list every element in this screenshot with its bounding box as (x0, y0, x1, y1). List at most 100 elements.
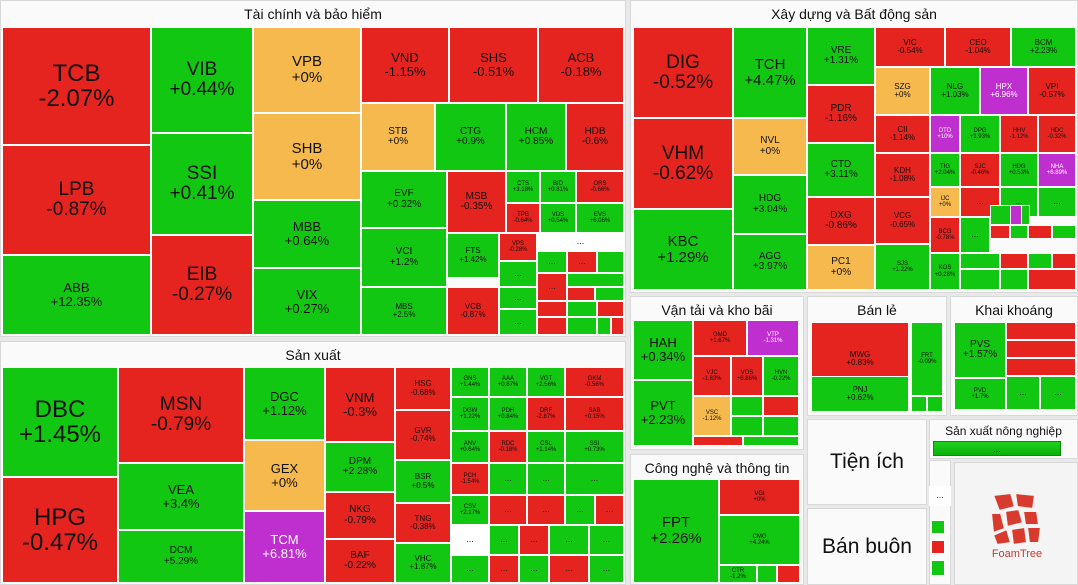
stock-tile-small[interactable]: ... (499, 261, 537, 287)
stock-tile-hhv[interactable]: HHV -1.12% (1000, 115, 1038, 153)
stock-tile-dig[interactable]: DIG -0.52% (633, 27, 733, 118)
stock-tile-hcm[interactable]: HCM +0.85% (506, 103, 566, 171)
stock-tile-pvs[interactable]: PVS +1.57% (954, 322, 1006, 378)
stock-tile-hpg[interactable]: HPG -0.47% (2, 477, 118, 583)
stock-tile-cmg[interactable]: CMG +4.24% (719, 515, 800, 565)
stock-tile-vnd[interactable]: VND -1.15% (361, 27, 449, 103)
stock-tile-vcb[interactable]: VCB -0.87% (447, 287, 499, 335)
stock-tile-tig[interactable]: TIG +2.04% (930, 153, 960, 187)
stock-tile-fts[interactable]: FTS +1.42% (447, 233, 499, 278)
stock-tile-small[interactable]: ... (527, 463, 565, 495)
stock-tile-small[interactable]: ... (537, 251, 567, 273)
stock-tile-vhm[interactable]: VHM -0.62% (633, 118, 733, 209)
stock-tile-small[interactable]: ... (1006, 376, 1040, 410)
stock-tile-small[interactable] (1028, 269, 1076, 290)
stock-tile-vci[interactable]: VCI +1.2% (361, 228, 447, 287)
stock-tile-small[interactable]: ... (565, 495, 595, 525)
stock-tile-mbb[interactable]: MBB +0.64% (253, 200, 361, 268)
stock-tile-msb[interactable]: MSB -0.35% (447, 171, 506, 233)
stock-tile-small[interactable] (731, 416, 763, 436)
stock-tile-small[interactable]: ... (537, 233, 624, 251)
stock-tile-kdh[interactable]: KDH -1.08% (875, 153, 930, 197)
stock-tile-small[interactable] (743, 436, 799, 446)
stock-tile-tch[interactable]: TCH +4.47% (733, 27, 807, 118)
stock-tile-vhc[interactable]: VHC +1.87% (395, 543, 451, 583)
stock-tile-shs[interactable]: SHS -0.51% (449, 27, 538, 103)
stock-tile-small[interactable] (537, 301, 567, 317)
stock-tile-vds[interactable]: VDS +0.54% (540, 203, 576, 233)
stock-tile-tcm[interactable]: TCM +6.81% (244, 511, 325, 583)
stock-tile-small[interactable] (931, 560, 945, 576)
stock-tile-anv[interactable]: ANV +0.64% (451, 431, 489, 463)
stock-tile-small[interactable]: ... (451, 555, 489, 583)
sector-panel-wholesale[interactable]: Bán buôn (807, 508, 927, 585)
stock-tile-small[interactable] (960, 253, 1000, 269)
stock-tile-rdc[interactable]: RDC -0.18% (489, 431, 527, 463)
stock-tile-cii[interactable]: CII -1.14% (875, 115, 930, 153)
stock-tile-small[interactable] (1006, 340, 1076, 358)
stock-tile-small[interactable] (567, 287, 595, 301)
stock-tile-ctr[interactable]: CTR -1.2% (719, 565, 757, 583)
stock-tile-hvn[interactable]: HVN -0.22% (763, 356, 799, 396)
stock-tile-nkg[interactable]: NKG -0.79% (325, 492, 395, 539)
stock-tile-small[interactable] (597, 251, 624, 273)
stock-tile-hdg[interactable]: HDG +0.53% (1000, 153, 1038, 187)
stock-tile-pnj[interactable]: PNJ +0.62% (811, 376, 909, 412)
stock-tile-small[interactable]: ... (960, 217, 990, 253)
stock-tile-small[interactable] (1052, 253, 1076, 269)
stock-tile-small[interactable]: ... (1038, 187, 1076, 217)
stock-tile-drf[interactable]: DRF -2.87% (527, 397, 565, 431)
stock-tile-vpi[interactable]: VPI -0.57% (1028, 67, 1076, 115)
stock-tile-bid[interactable]: BID +0.81% (540, 171, 576, 203)
stock-tile-small[interactable]: ... (537, 273, 567, 301)
stock-tile-csv[interactable]: CSV +2.17% (451, 495, 489, 525)
stock-tile-evs[interactable]: EVS +6.06% (576, 203, 624, 233)
stock-tile-vre[interactable]: VRE +1.31% (807, 27, 875, 85)
stock-tile-csl[interactable]: CSL +1.14% (527, 431, 565, 463)
stock-tile-small[interactable]: ... (1040, 376, 1076, 410)
stock-tile-dgc[interactable]: DGC +1.12% (244, 367, 325, 440)
stock-tile-gmd[interactable]: GMD +1.67% (693, 320, 747, 356)
stock-tile-sjs[interactable]: SJS +1.22% (875, 244, 930, 290)
other-more-tile[interactable]: ... (929, 486, 951, 506)
stock-tile-sjc[interactable]: SJC -0.46% (960, 153, 1000, 187)
stock-tile-small[interactable]: ... (595, 495, 624, 525)
stock-tile-msn[interactable]: MSN -0.79% (118, 367, 244, 463)
stock-tile-dxg[interactable]: DXG -0.86% (807, 197, 875, 245)
stock-tile-small[interactable] (731, 396, 763, 416)
stock-tile-pvd[interactable]: PVD +1.7% (954, 378, 1006, 410)
stock-tile-nha[interactable]: NHA +6.89% (1038, 153, 1076, 187)
stock-tile-vos[interactable]: VOS +6.86% (731, 356, 763, 396)
stock-tile-small[interactable]: ... (451, 525, 489, 555)
stock-tile-ceo[interactable]: CEO -1.04% (945, 27, 1011, 67)
stock-tile-small[interactable] (1006, 358, 1076, 376)
stock-tile-hsg[interactable]: HSG -0.68% (395, 367, 451, 410)
stock-tile-vpb[interactable]: VPB +0% (253, 27, 361, 113)
stock-tile-small[interactable]: ... (527, 495, 565, 525)
stock-tile-abb[interactable]: ABB +12.35% (2, 255, 151, 335)
stock-tile-small[interactable]: ... (499, 287, 537, 309)
stock-tile-vnm[interactable]: VNM -0.3% (325, 367, 395, 442)
stock-tile-small[interactable] (1028, 253, 1052, 269)
stock-tile-small[interactable]: ... (589, 525, 624, 555)
stock-tile-gex[interactable]: GEX +0% (244, 440, 325, 511)
stock-tile-aaa[interactable]: AAA +0.87% (489, 367, 527, 397)
stock-tile-small[interactable] (1052, 225, 1076, 239)
stock-tile-agg[interactable]: AGG +3.97% (733, 234, 807, 290)
stock-tile-vgt[interactable]: VGT +2.56% (527, 367, 565, 397)
stock-tile-frt[interactable]: FRT -0.09% (911, 322, 943, 396)
stock-tile-stb[interactable]: STB +0% (361, 103, 435, 171)
stock-tile-shb[interactable]: SHB +0% (253, 113, 361, 200)
stock-tile-mbs[interactable]: MBS +2.5% (361, 287, 447, 335)
stock-tile-ssi[interactable]: SSI +0.41% (151, 133, 253, 235)
agri-more-tile[interactable]: ... (933, 441, 1061, 456)
stock-tile-vib[interactable]: VIB +0.44% (151, 27, 253, 133)
stock-tile-dpm[interactable]: DPM +2.28% (325, 442, 395, 492)
stock-tile-small[interactable] (931, 520, 945, 534)
stock-tile-pch[interactable]: PCH -1.54% (451, 463, 489, 495)
stock-tile-vsc[interactable]: VSC -1.12% (693, 396, 731, 436)
stock-tile-small[interactable] (693, 436, 743, 446)
stock-tile-dbc[interactable]: DBC +1.45% (2, 367, 118, 477)
stock-tile-small[interactable] (567, 301, 597, 317)
stock-tile-sab[interactable]: SAB +0.15% (565, 397, 624, 431)
